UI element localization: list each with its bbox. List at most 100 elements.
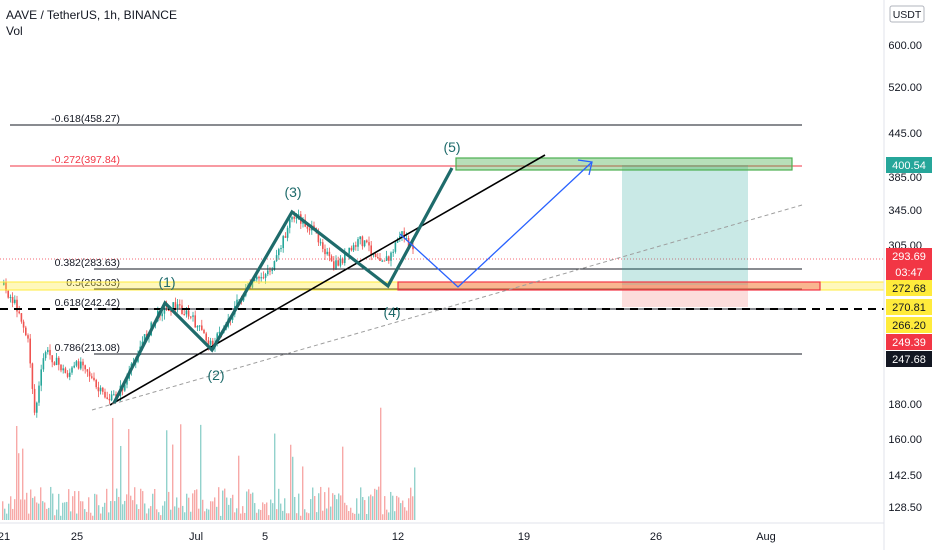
candle-body bbox=[291, 216, 293, 220]
candle-body bbox=[86, 369, 89, 372]
volume-bar bbox=[262, 502, 264, 520]
candle-body bbox=[330, 256, 333, 262]
candle-body bbox=[7, 290, 9, 298]
volume-bar bbox=[326, 508, 328, 520]
candle-body bbox=[269, 270, 271, 272]
volume-bar bbox=[112, 417, 114, 520]
volume-bar bbox=[86, 511, 88, 520]
candle-body bbox=[187, 310, 190, 317]
candle-body bbox=[205, 333, 207, 341]
volume-bar bbox=[186, 493, 188, 520]
time-tick-label: 25 bbox=[71, 531, 83, 543]
candle-body bbox=[348, 247, 350, 254]
candle-body bbox=[396, 239, 399, 243]
volume-bar bbox=[172, 444, 174, 520]
wave-label: (2) bbox=[207, 367, 224, 383]
candle-body bbox=[11, 296, 14, 303]
candle-body bbox=[390, 252, 392, 261]
volume-bar bbox=[286, 513, 288, 520]
candle-body bbox=[161, 313, 163, 317]
candle-body bbox=[264, 274, 267, 278]
volume-bar bbox=[268, 515, 270, 520]
volume-bar bbox=[276, 509, 278, 520]
volume-bar bbox=[26, 492, 28, 520]
volume-bar bbox=[98, 505, 100, 520]
volume-bar bbox=[68, 489, 70, 520]
volume-bar bbox=[410, 487, 412, 520]
volume-bar bbox=[144, 503, 146, 520]
volume-bar bbox=[152, 493, 154, 520]
volume-bar bbox=[396, 495, 398, 520]
volume-bar bbox=[66, 501, 68, 520]
volume-bar bbox=[184, 512, 186, 520]
price-badge-label: 270.81 bbox=[892, 302, 926, 314]
price-badge-label: 272.68 bbox=[892, 283, 926, 295]
candle-body bbox=[359, 236, 361, 240]
volume-bar bbox=[48, 507, 50, 520]
price-badge bbox=[886, 299, 932, 315]
candle-body bbox=[143, 334, 146, 342]
volume-bar bbox=[62, 502, 64, 520]
candle-body bbox=[165, 306, 168, 308]
candle-body bbox=[22, 321, 25, 328]
price-badge bbox=[886, 280, 932, 296]
volume-bar bbox=[42, 501, 44, 520]
candle-body bbox=[99, 387, 102, 392]
volume-bar bbox=[334, 494, 336, 520]
fib-level-label: 0.382(283.63) bbox=[55, 257, 120, 269]
volume-bar bbox=[210, 501, 212, 520]
candle-body bbox=[394, 242, 397, 252]
volume-bar bbox=[132, 500, 134, 520]
price-badge bbox=[886, 248, 932, 264]
candle-body bbox=[317, 232, 320, 243]
candle-body bbox=[18, 311, 20, 314]
volume-bar bbox=[374, 488, 376, 520]
price-badge bbox=[886, 334, 932, 350]
volume-bar bbox=[214, 497, 216, 520]
volume-bar bbox=[324, 492, 326, 520]
volume-bar bbox=[378, 486, 380, 520]
volume-bar bbox=[94, 493, 96, 520]
candle-body bbox=[333, 261, 335, 269]
candle-body bbox=[58, 357, 60, 365]
candle-body bbox=[77, 361, 80, 369]
volume-bar bbox=[2, 501, 4, 520]
volume-bar bbox=[336, 499, 338, 520]
candle-body bbox=[361, 236, 364, 247]
candle-body bbox=[102, 387, 104, 392]
candle-body bbox=[113, 394, 115, 396]
volume-bar bbox=[128, 429, 130, 520]
candle-body bbox=[366, 240, 368, 243]
volume-bar bbox=[270, 499, 272, 520]
volume-bar bbox=[64, 502, 66, 520]
candle-body bbox=[357, 239, 359, 247]
candle-body bbox=[33, 388, 36, 413]
candle-body bbox=[71, 367, 73, 373]
price-badge-label: 266.20 bbox=[892, 320, 926, 332]
candle-body bbox=[381, 260, 383, 262]
price-tick-label: 445.00 bbox=[888, 128, 922, 140]
volume-bar bbox=[328, 487, 330, 520]
volume-bar bbox=[252, 492, 254, 520]
volume-bar bbox=[208, 509, 210, 520]
volume-bar bbox=[400, 503, 402, 520]
volume-bar bbox=[108, 512, 110, 520]
candle-body bbox=[176, 304, 179, 309]
candle-body bbox=[212, 340, 214, 348]
candle-body bbox=[412, 245, 414, 250]
candle-body bbox=[286, 227, 289, 238]
volume-bar bbox=[16, 426, 18, 520]
candle-body bbox=[282, 236, 284, 249]
wave-label: (5) bbox=[443, 139, 460, 155]
volume-bar bbox=[318, 493, 320, 520]
candle-body bbox=[75, 361, 78, 366]
candle-body bbox=[284, 236, 287, 238]
volume-bar bbox=[338, 493, 340, 520]
volume-bar bbox=[320, 486, 322, 520]
candle-body bbox=[183, 314, 185, 316]
candle-body bbox=[335, 260, 337, 269]
candle-body bbox=[370, 245, 372, 255]
volume-bar bbox=[162, 505, 164, 520]
volume-bar bbox=[118, 496, 120, 520]
